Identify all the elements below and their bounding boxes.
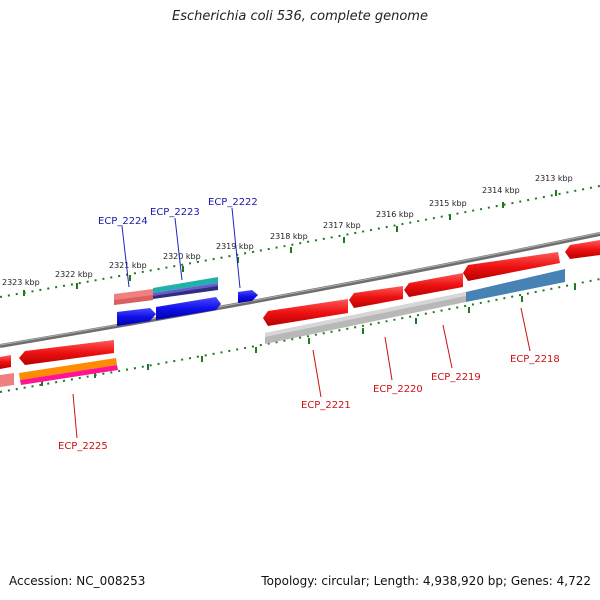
upper-leader-lines [121,207,241,289]
feature-ecp-2219[interactable] [404,273,463,297]
tick-label: 2320 kbp [163,252,201,261]
tick-label: 2321 kbp [109,261,147,270]
feature-blue-cds-b[interactable] [156,297,221,320]
feature-ecp-2218[interactable] [463,252,560,281]
tick-label: 2315 kbp [429,199,467,208]
feature-red-cds-edge[interactable] [565,240,600,259]
gene-label-ecp-2225[interactable]: ECP_2225 [58,441,108,452]
tick-label: 2322 kbp [55,270,93,279]
feature-ecp-2223[interactable] [153,277,218,299]
feature-ecp-2220[interactable] [349,286,403,308]
gene-label-ecp-2224[interactable]: ECP_2224 [98,216,148,227]
feature-grey-bars [265,269,565,344]
tick-label: 2323 kbp [2,278,40,287]
lower-tick-track [0,278,600,393]
feature-ecp-2221[interactable] [263,299,348,326]
feature-ecp-2222[interactable] [238,290,258,303]
genome-backbone [0,232,600,348]
upper-tick-labels: 2323 kbp 2322 kbp 2321 kbp 2320 kbp 2319… [2,174,573,287]
feature-ecp-2224[interactable] [114,289,153,305]
tick-label: 2319 kbp [216,242,254,251]
upper-tick-track [0,185,600,298]
tick-label: 2314 kbp [482,186,520,195]
feature-red-cds-left[interactable] [0,355,14,387]
tick-label: 2318 kbp [270,232,308,241]
major-ticks [23,190,557,296]
tick-label: 2313 kbp [535,174,573,183]
lower-major-ticks [41,284,576,386]
map-title: Escherichia coli 536, complete genome [172,9,428,24]
tick-label: 2317 kbp [323,221,361,230]
gene-label-ecp-2219[interactable]: ECP_2219 [431,372,481,383]
gene-label-ecp-2218[interactable]: ECP_2218 [510,354,560,365]
gene-label-ecp-2222[interactable]: ECP_2222 [208,197,258,208]
gene-label-ecp-2221[interactable]: ECP_2221 [301,400,351,411]
lower-leader-lines [72,307,531,439]
accession-text: Accession: NC_008253 [9,574,146,588]
genome-summary-text: Topology: circular; Length: 4,938,920 bp… [261,574,591,588]
gene-label-ecp-2220[interactable]: ECP_2220 [373,384,423,395]
tick-label: 2316 kbp [376,210,414,219]
feature-ecp-2225[interactable] [19,340,118,385]
feature-blue-cds-a[interactable] [117,308,156,326]
gene-label-ecp-2223[interactable]: ECP_2223 [150,207,200,218]
